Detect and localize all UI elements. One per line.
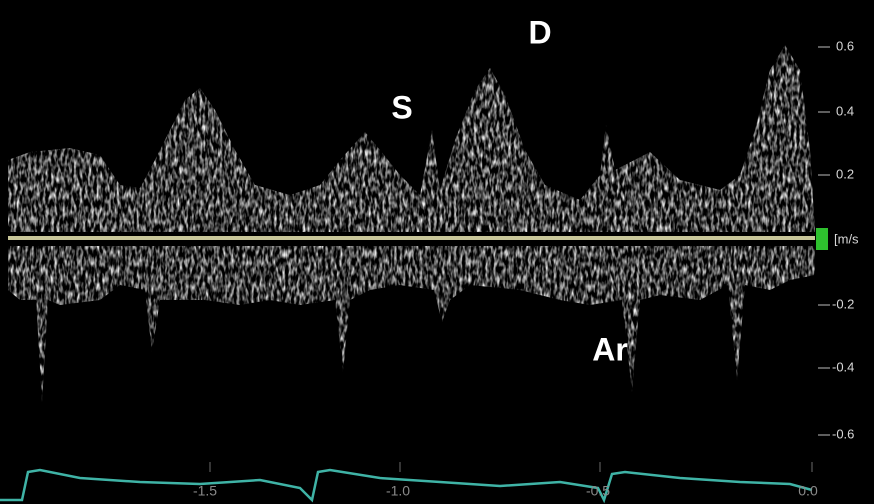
scale-label: -0.6 [832,426,854,441]
scale-label: 0.2 [836,166,854,181]
time-label: 0.0 [798,483,818,499]
scale-label: -0.2 [832,296,854,311]
ar-wave-label: Ar [592,331,628,367]
baseline-marker [816,228,828,250]
scale-label: 0.4 [836,103,854,118]
scale-label: 0.6 [836,38,854,53]
s-wave-label: S [391,89,412,125]
scale-label: -0.4 [832,359,854,374]
scale-unit: [m/s [834,231,859,246]
d-wave-label: D [528,14,551,50]
page: {"wave_labels": {"s": "S", "d": "D", "ar… [0,0,874,504]
time-label: -1.5 [193,483,217,499]
time-label: -0.5 [586,483,610,499]
time-label: -1.0 [386,483,410,499]
doppler-view: 0.6 0.4 0.2 [m/s -0.2 -0.4 -0.6 S D Ar -… [0,0,874,504]
